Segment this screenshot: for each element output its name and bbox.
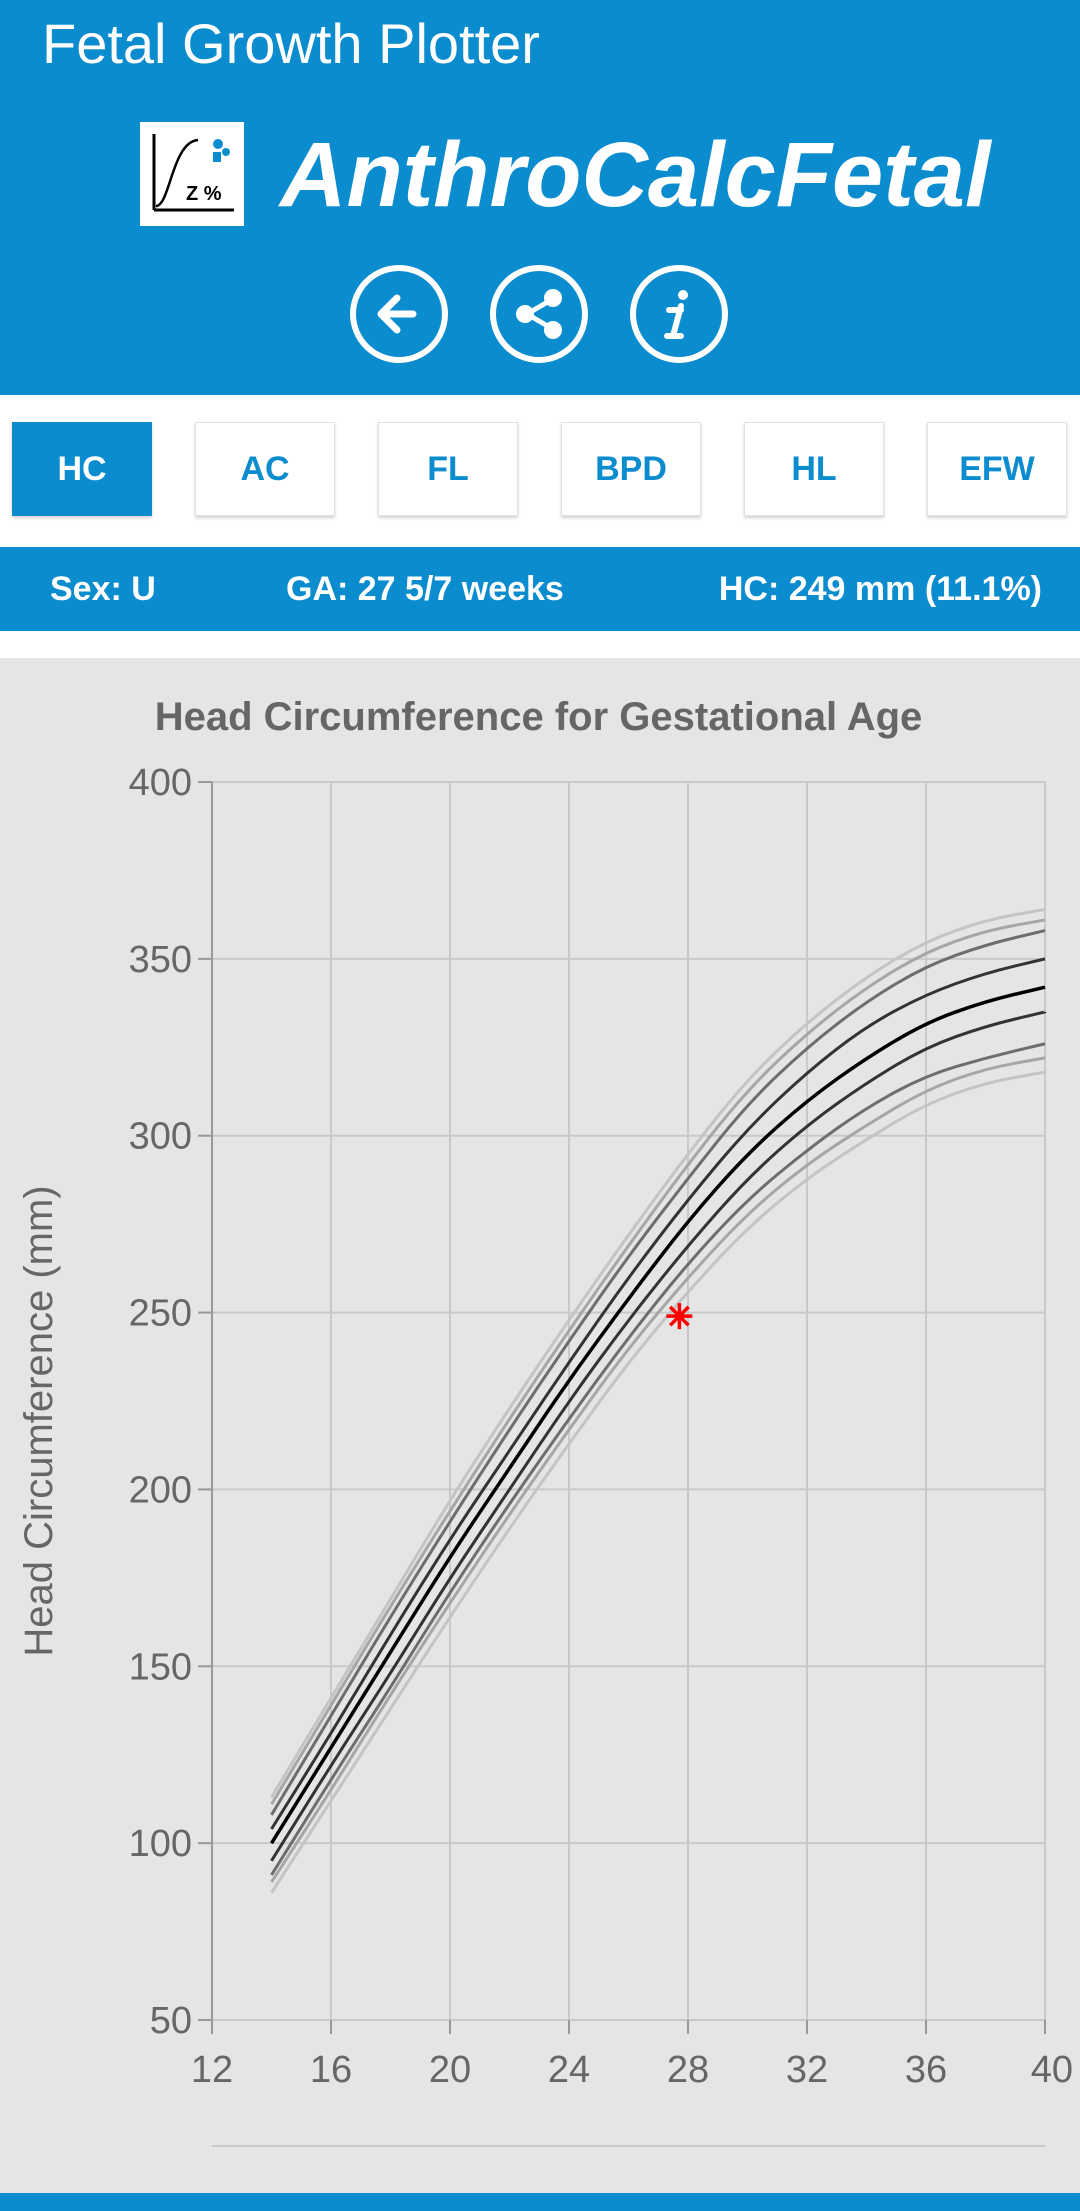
percentile-curve [270, 1056, 1046, 1883]
y-tick-label: 150 [129, 1646, 192, 1688]
back-button[interactable] [350, 265, 448, 363]
app-header: Fetal Growth Plotter Z % AnthroCalcFetal [0, 0, 1080, 395]
brand-name: AnthroCalcFetal [280, 124, 991, 226]
x-tick-label: 36 [905, 2049, 947, 2091]
tab-ac[interactable]: AC [195, 422, 335, 516]
y-tick-label: 200 [129, 1469, 192, 1511]
x-tick-label: 16 [310, 2049, 352, 2091]
y-tick-label: 50 [150, 2000, 192, 2042]
tab-efw[interactable]: EFW [927, 422, 1067, 516]
tab-hl[interactable]: HL [744, 422, 884, 516]
x-tick-label: 28 [667, 2049, 709, 2091]
x-tick-label: 32 [786, 2049, 828, 2091]
tab-label: BPD [595, 449, 667, 488]
y-tick-label: 300 [129, 1116, 192, 1158]
tab-bpd[interactable]: BPD [561, 422, 701, 516]
tab-label: FL [427, 449, 469, 488]
y-tick-label: 400 [129, 762, 192, 804]
x-tick-label: 20 [429, 2049, 471, 2091]
tab-fl[interactable]: FL [378, 422, 518, 516]
y-tick-label: 250 [129, 1293, 192, 1335]
growth-curve-logo-icon: Z % [152, 134, 234, 212]
tab-hc[interactable]: HC [12, 422, 152, 516]
info-icon [664, 290, 688, 339]
percentile-curve [270, 1010, 1046, 1862]
percentile-curve [270, 957, 1046, 1830]
point-stroke [668, 1305, 690, 1327]
tab-label: HL [791, 449, 837, 488]
y-tick-label: 100 [129, 1823, 192, 1865]
percentile-curve [270, 985, 1046, 1845]
share-icon [516, 289, 562, 339]
measurement-point [666, 1303, 693, 1330]
bottom-bar [0, 2193, 1080, 2211]
tab-label: EFW [959, 449, 1035, 488]
app-logo: Z % [140, 122, 244, 226]
measurement-tabs: HC AC FL BPD HL EFW [0, 395, 1080, 547]
measurement-value: HC: 249 mm (11.1%) [718, 570, 1042, 608]
percentile-curve [270, 907, 1046, 1798]
percentile-curve [270, 1070, 1046, 1894]
tab-label: AC [240, 449, 290, 488]
chart-title: Head Circumference for Gestational Age [155, 695, 923, 739]
info-button[interactable] [630, 265, 728, 363]
logo-text: Z % [186, 183, 222, 205]
chart-panel: Head Circumference for Gestational Age 50… [0, 658, 1080, 2193]
hc-growth-chart: Head Circumference for Gestational Age 50… [17, 695, 1073, 2147]
percentile-curve [270, 918, 1046, 1806]
app-title: Fetal Growth Plotter [42, 12, 540, 75]
gestational-age-value: GA: 27 5/7 weeks [286, 570, 564, 608]
share-button[interactable] [490, 265, 588, 363]
sex-value: Sex: U [50, 570, 156, 608]
y-axis-label: Head Circumference (mm) [17, 1185, 61, 1656]
info-bar: Sex: U GA: 27 5/7 weeks HC: 249 mm (11.1… [0, 547, 1080, 631]
x-tick-label: 12 [191, 2049, 233, 2091]
percentile-curve [270, 1042, 1046, 1876]
y-tick-label: 350 [129, 939, 192, 981]
back-arrow-icon [377, 294, 417, 334]
x-tick-label: 40 [1031, 2049, 1073, 2091]
x-tick-label: 24 [548, 2049, 590, 2091]
tab-label: HC [57, 449, 107, 488]
percentile-curve [270, 929, 1046, 1816]
